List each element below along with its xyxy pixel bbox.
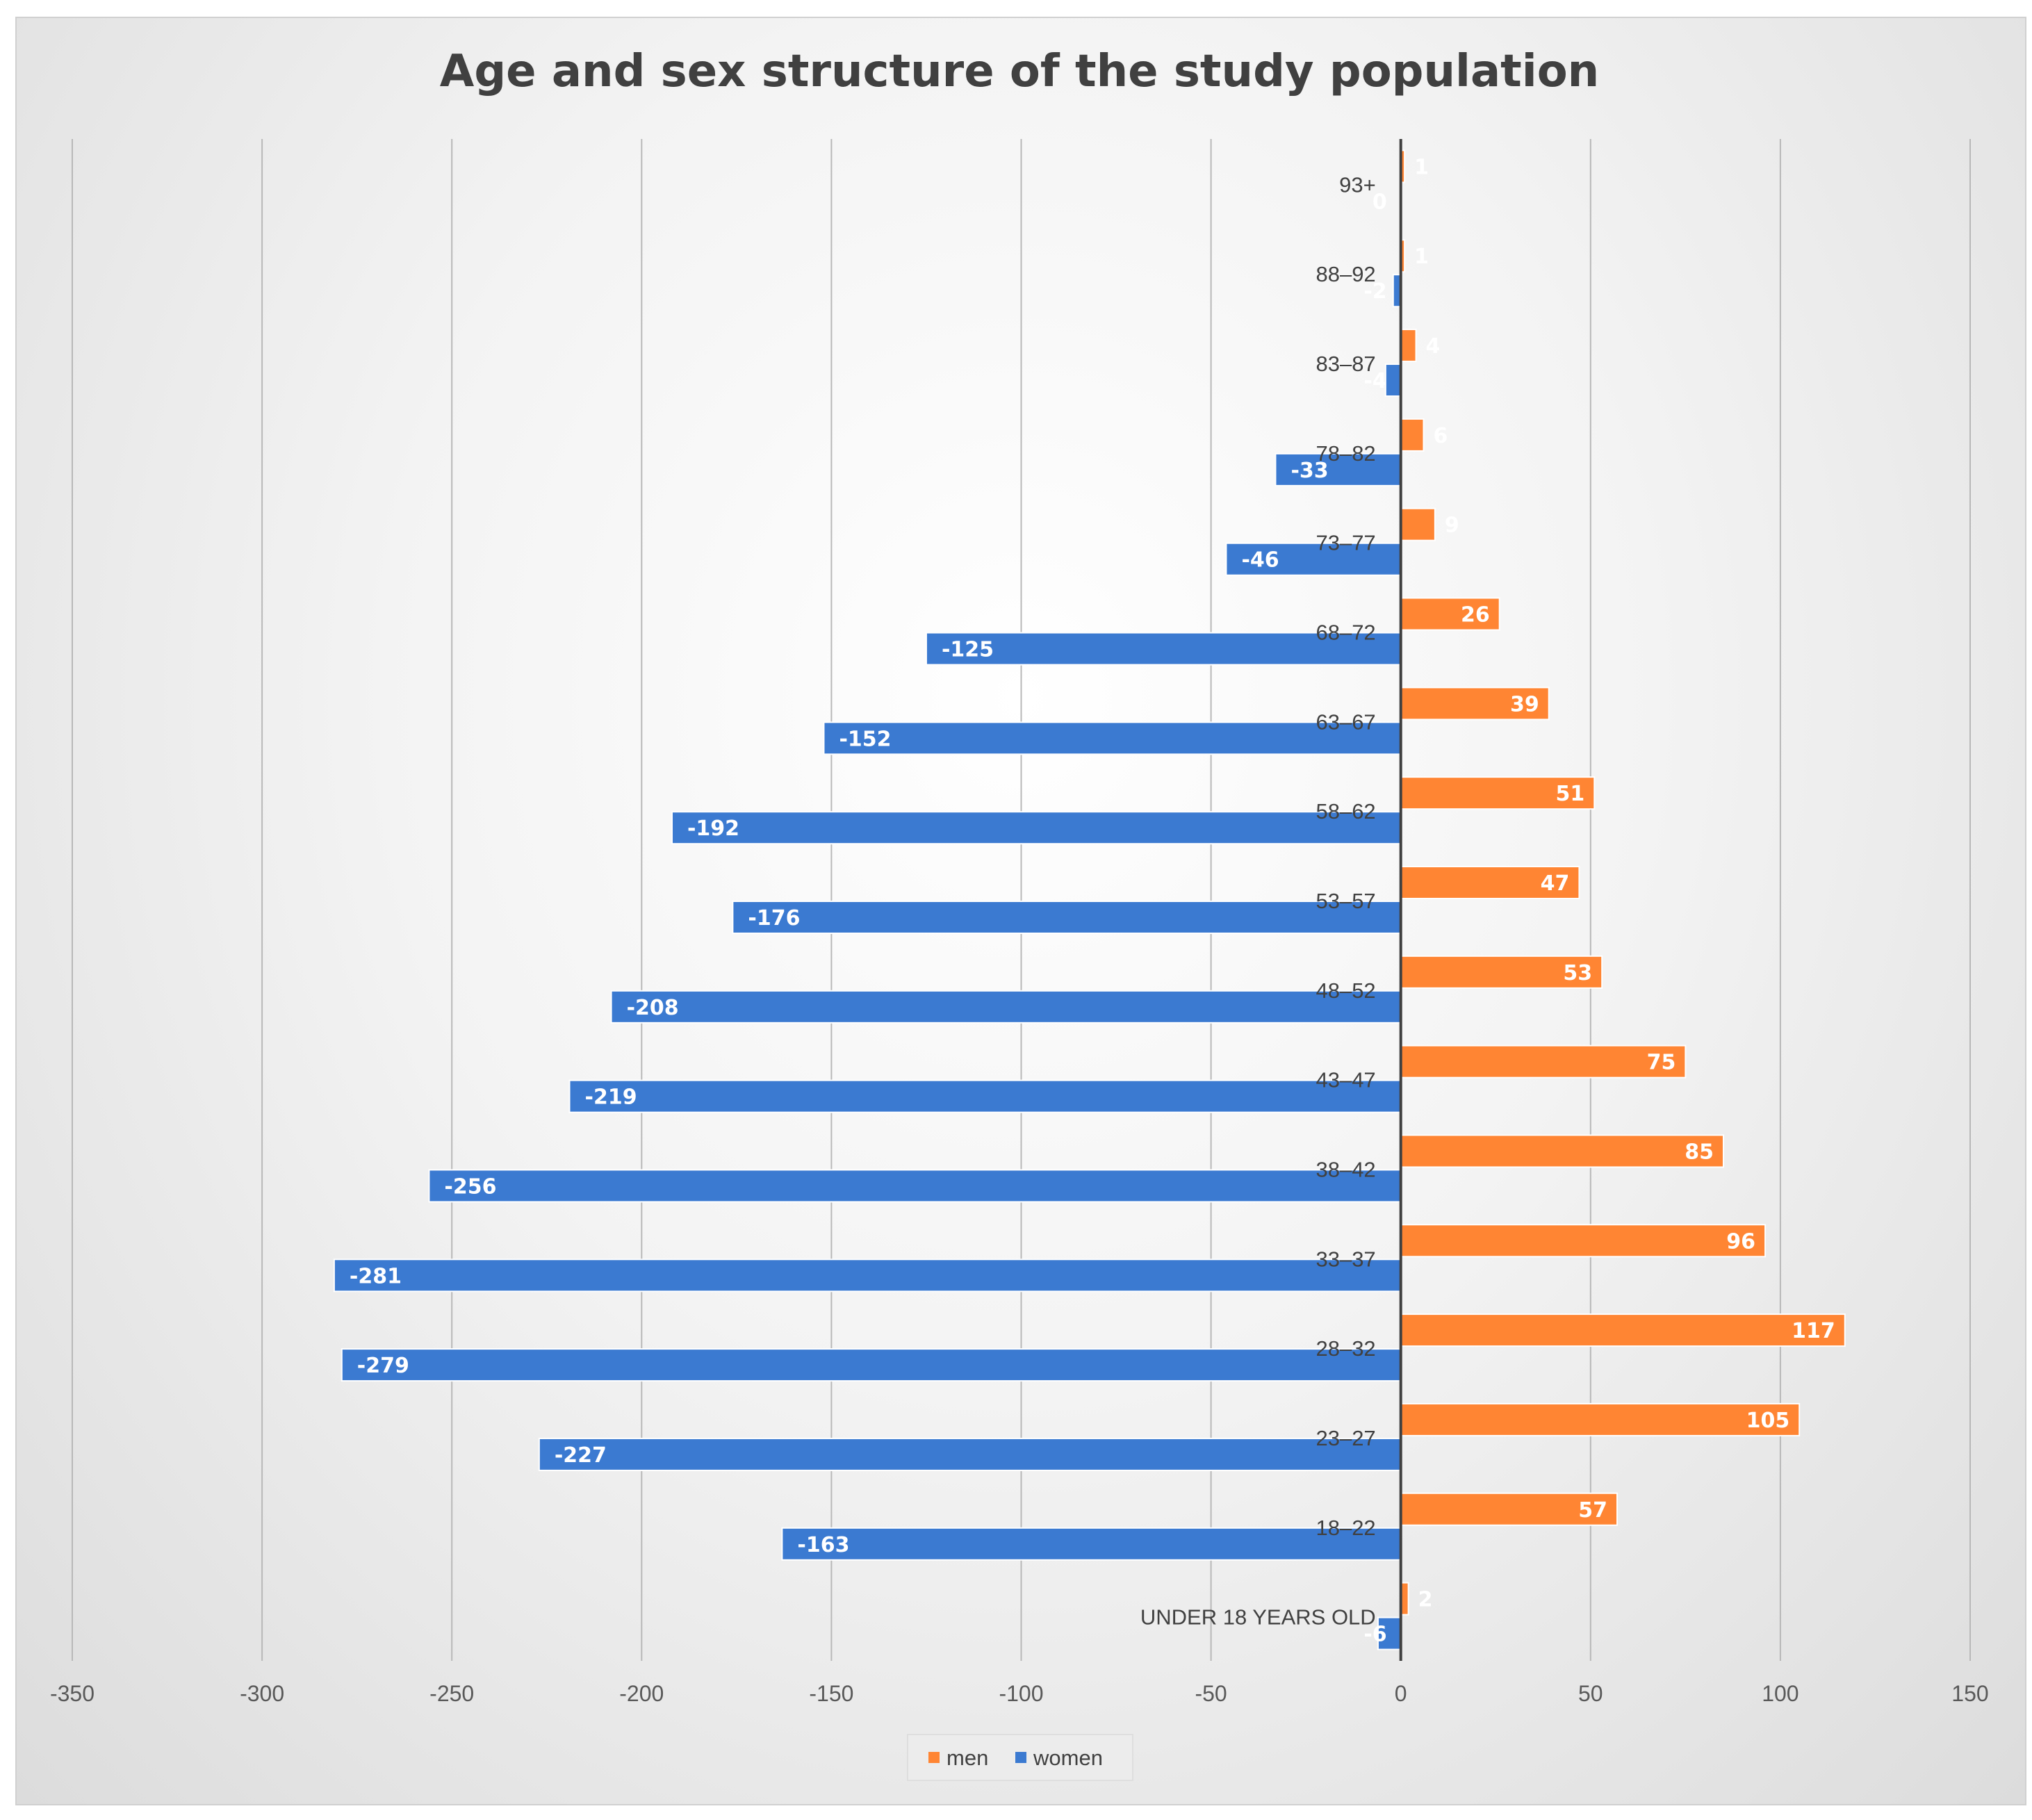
x-tick-label: -150 [809,1681,853,1706]
value-label-men: 26 [1461,603,1490,628]
legend: men women [907,1734,1133,1781]
category-label: 28–32 [1316,1336,1375,1361]
x-tick-label: -350 [50,1681,95,1706]
bar-women [341,1348,1402,1382]
x-tick-label: -250 [429,1681,474,1706]
value-label-men: 85 [1685,1140,1714,1164]
legend-label-women: women [1033,1746,1103,1770]
category-label: 73–77 [1316,531,1375,555]
value-label-women: -125 [942,638,994,662]
x-tick-label: 100 [1762,1681,1799,1706]
bar-women [610,990,1402,1024]
legend-swatch-women [1015,1752,1026,1763]
category-label: 78–82 [1316,441,1375,466]
value-label-men: 6 [1433,424,1448,448]
category-label: UNDER 18 YEARS OLD [1140,1605,1376,1630]
bar-men [1400,1044,1687,1079]
x-axis-ticks: -350 -300 -250 -200 -150 -100 -50 0 50 100 150 [50,1681,1989,1706]
chart-title: Age and sex structure of the study popul… [440,46,1599,97]
bar-women [1377,1616,1402,1650]
value-label-men: 117 [1792,1319,1835,1343]
bar-men [1400,329,1417,363]
value-label-men: 53 [1563,961,1592,985]
x-tick-label: 50 [1578,1681,1603,1706]
x-tick-label: -50 [1195,1681,1227,1706]
value-label-women: -176 [748,906,800,931]
category-label: 18–22 [1316,1516,1375,1540]
value-label-men: 47 [1541,871,1570,896]
value-label-men: 1 [1414,245,1429,269]
bar-men [1400,866,1580,899]
category-label: 88–92 [1316,262,1375,286]
value-label-women: -46 [1241,548,1279,573]
bar-women [1384,363,1402,397]
value-label-men: 96 [1726,1229,1755,1254]
bars [333,149,1846,1650]
bar-men [1400,1402,1801,1436]
bar-women [538,1437,1402,1471]
bar-women [428,1169,1402,1203]
bar-men [1400,1313,1846,1347]
x-tick-label: -200 [619,1681,664,1706]
value-label-men: 51 [1556,782,1585,806]
value-label-women: -4 [1363,369,1386,393]
legend-swatch-men [928,1752,940,1763]
bar-women [781,1527,1402,1561]
category-label: 48–52 [1316,978,1375,1003]
legend-label-men: men [947,1746,988,1770]
bar-women [925,632,1402,666]
bar-men [1400,507,1436,541]
category-label: 33–37 [1316,1247,1375,1271]
value-label-men: 39 [1510,692,1539,716]
bar-women [568,1079,1402,1113]
value-label-women: -6 [1363,1623,1386,1647]
value-label-men: 4 [1426,334,1441,359]
value-label-men: 75 [1647,1051,1676,1075]
value-label-women: -208 [627,996,679,1020]
bar-men [1400,1224,1767,1258]
bar-men [1400,418,1425,452]
bar-women [1225,542,1402,576]
x-tick-label: 0 [1395,1681,1407,1706]
bar-women [671,811,1402,845]
value-label-women: -227 [555,1443,607,1468]
bar-men [1400,955,1603,989]
x-tick-label: -100 [999,1681,1043,1706]
bar-women [1275,452,1402,486]
category-label: 38–42 [1316,1157,1375,1181]
value-label-women: -219 [585,1085,637,1110]
bar-women [823,721,1402,755]
bar-women [333,1259,1402,1293]
value-label-men: 2 [1418,1588,1433,1612]
x-tick-label: 150 [1951,1681,1988,1706]
value-label-women: -2 [1363,279,1386,304]
gridlines [72,139,1971,1661]
value-label-women: -163 [797,1533,849,1557]
bar-women [732,901,1402,934]
category-label: 68–72 [1316,621,1375,645]
category-label: 43–47 [1316,1068,1375,1092]
value-label-men: 9 [1445,514,1459,538]
x-tick-label: -300 [240,1681,284,1706]
value-label-women: -256 [444,1174,496,1199]
category-label: 63–67 [1316,710,1375,734]
category-label: 93+ [1339,172,1376,197]
value-label-men: 1 [1414,155,1429,179]
category-label: 58–62 [1316,799,1375,823]
bar-men [1400,1492,1619,1526]
bar-men [1400,1134,1724,1168]
value-label-men: 57 [1578,1498,1607,1523]
category-label: 23–27 [1316,1426,1375,1450]
category-label: 83–87 [1316,352,1375,376]
value-label-women: -281 [350,1264,402,1288]
value-label-women: 0 [1373,190,1387,214]
value-label-women: -279 [357,1354,409,1378]
value-label-women: -192 [687,817,739,841]
value-label-women: -33 [1291,459,1328,483]
value-label-women: -152 [839,727,891,751]
value-label-men: 105 [1746,1409,1790,1433]
category-label: 53–57 [1316,889,1375,913]
